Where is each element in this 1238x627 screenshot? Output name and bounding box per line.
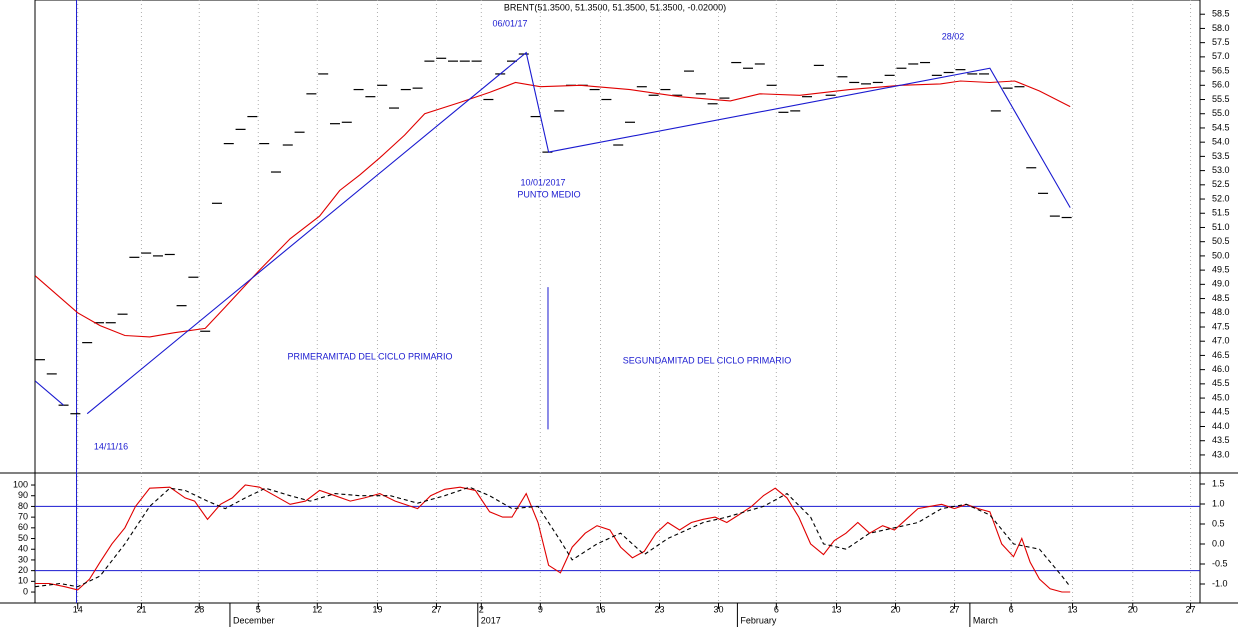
y-tick-label: 46.0 <box>1212 364 1230 374</box>
y-tick-label: 45.0 <box>1212 392 1230 402</box>
y-tick-label: 80 <box>18 501 28 511</box>
y-tick-label: 20 <box>18 565 28 575</box>
y2-tick-label: 1.0 <box>1212 498 1225 508</box>
x-tick-label: 20 <box>1128 604 1138 614</box>
annotation: PUNTO MEDIO <box>517 189 580 199</box>
x-tick-label: 13 <box>832 604 842 614</box>
y-tick-label: 51.5 <box>1212 208 1230 218</box>
annotation: SEGUNDAMITAD DEL CICLO PRIMARIO <box>623 355 792 365</box>
y-tick-label: 47.5 <box>1212 321 1230 331</box>
y2-tick-label: 0.0 <box>1212 538 1225 548</box>
x-tick-label: 27 <box>950 604 960 614</box>
annotation: 14/11/16 <box>94 441 128 451</box>
x-tick-label: 14 <box>73 604 83 614</box>
y-tick-label: 48.0 <box>1212 307 1230 317</box>
y-tick-label: 46.5 <box>1212 350 1230 360</box>
y-tick-label: 70 <box>18 512 28 522</box>
y2-tick-label: -1.0 <box>1212 578 1228 588</box>
y-tick-label: 30 <box>18 554 28 564</box>
y-tick-label: 43.0 <box>1212 449 1230 459</box>
x-tick-label: 27 <box>431 604 441 614</box>
y-tick-label: 56.5 <box>1212 65 1230 75</box>
x-tick-label: 5 <box>256 604 261 614</box>
y-tick-label: 48.5 <box>1212 293 1230 303</box>
x-tick-label: 27 <box>1186 604 1196 614</box>
y-tick-label: 53.5 <box>1212 151 1230 161</box>
y-tick-label: 50.5 <box>1212 236 1230 246</box>
y-tick-label: 0 <box>23 586 28 596</box>
x-tick-label: 12 <box>312 604 322 614</box>
x-tick-label: 30 <box>714 604 724 614</box>
x-tick-label: 6 <box>774 604 779 614</box>
y-tick-label: 44.5 <box>1212 407 1230 417</box>
series-line <box>34 80 1071 338</box>
y-tick-label: 44.0 <box>1212 421 1230 431</box>
x-tick-label: 23 <box>655 604 665 614</box>
annotation: PRIMERAMITAD DEL CICLO PRIMARIO <box>287 351 452 361</box>
y-tick-label: 60 <box>18 522 28 532</box>
y-tick-label: 50 <box>18 533 28 543</box>
y2-tick-label: 0.5 <box>1212 518 1225 528</box>
y-tick-label: 54.5 <box>1212 122 1230 132</box>
x-tick-label: 2 <box>479 604 484 614</box>
x-tick-label: 21 <box>136 604 146 614</box>
y-tick-label: 52.0 <box>1212 193 1230 203</box>
x-tick-label: 16 <box>595 604 605 614</box>
chart-title: BRENT(51.3500, 51.3500, 51.3500, 51.3500… <box>504 2 726 12</box>
annotation: 10/01/2017 <box>520 177 565 187</box>
x-tick-label: 28 <box>194 604 204 614</box>
x-tick-label: 19 <box>372 604 382 614</box>
y2-tick-label: 1.5 <box>1212 478 1225 488</box>
y-tick-label: 57.5 <box>1212 37 1230 47</box>
y-tick-label: 40 <box>18 544 28 554</box>
x-tick-label: 9 <box>538 604 543 614</box>
y-tick-label: 10 <box>18 576 28 586</box>
y-tick-label: 55.0 <box>1212 108 1230 118</box>
y-tick-label: 43.5 <box>1212 435 1230 445</box>
month-label: March <box>973 615 998 625</box>
month-label: December <box>233 615 275 625</box>
y-tick-label: 50.0 <box>1212 250 1230 260</box>
y-tick-label: 55.5 <box>1212 94 1230 104</box>
series-line <box>35 486 1071 588</box>
y-tick-label: 49.0 <box>1212 279 1230 289</box>
y-tick-label: 100 <box>13 479 28 489</box>
annotation: 06/01/17 <box>492 18 527 28</box>
y-tick-label: 52.5 <box>1212 179 1230 189</box>
series-line <box>34 51 1071 415</box>
y-tick-label: 90 <box>18 490 28 500</box>
y2-tick-label: -0.5 <box>1212 558 1228 568</box>
y-tick-label: 58.0 <box>1212 23 1230 33</box>
month-label: 2017 <box>481 615 501 625</box>
annotation: 28/02 <box>942 31 965 41</box>
series-line <box>35 484 1071 593</box>
y-tick-label: 54.0 <box>1212 137 1230 147</box>
y-tick-label: 53.0 <box>1212 165 1230 175</box>
x-tick-label: 6 <box>1009 604 1014 614</box>
y-tick-label: 57.0 <box>1212 51 1230 61</box>
x-tick-label: 20 <box>891 604 901 614</box>
y-tick-label: 45.5 <box>1212 378 1230 388</box>
y-tick-label: 58.5 <box>1212 9 1230 19</box>
y-tick-label: 51.0 <box>1212 222 1230 232</box>
y-tick-label: 56.0 <box>1212 80 1230 90</box>
x-tick-label: 13 <box>1068 604 1078 614</box>
y-tick-label: 47.0 <box>1212 336 1230 346</box>
month-label: February <box>740 615 777 625</box>
y-tick-label: 49.5 <box>1212 264 1230 274</box>
